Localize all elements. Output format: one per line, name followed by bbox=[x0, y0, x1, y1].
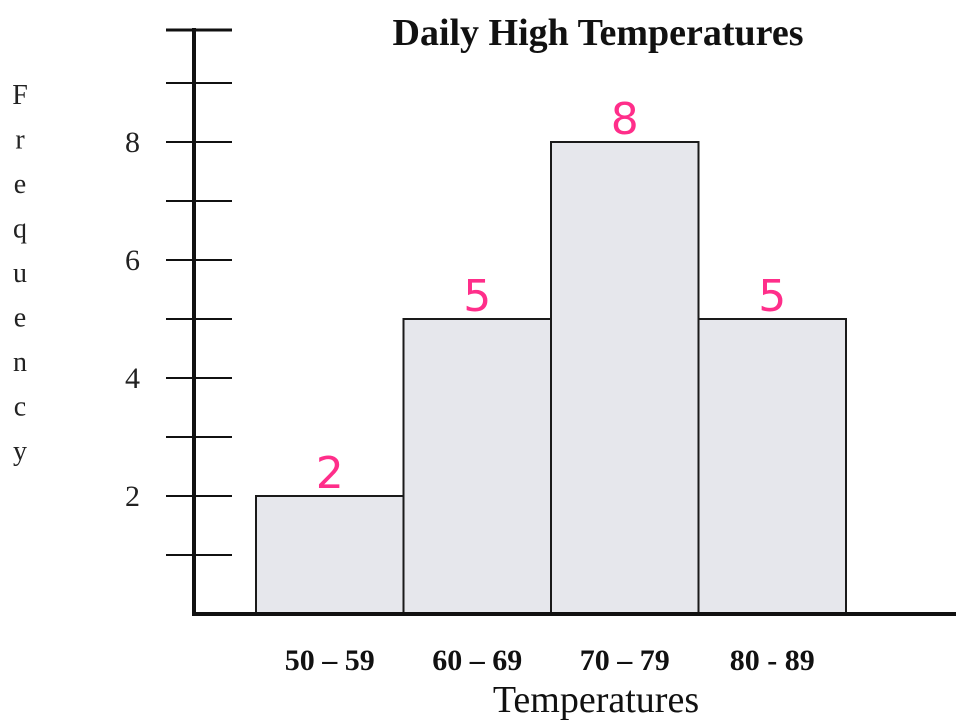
chart-title: Daily High Temperatures bbox=[393, 12, 804, 54]
data-label-1: 2 bbox=[316, 448, 344, 499]
x-axis-categories: 50 – 59 60 – 69 70 – 79 80 - 89 bbox=[285, 644, 815, 677]
category-label-3: 70 – 79 bbox=[580, 644, 670, 677]
category-label-4: 80 - 89 bbox=[730, 644, 815, 677]
bars: 2 5 8 5 bbox=[255, 94, 847, 615]
y-axis-label-letter: c bbox=[14, 392, 26, 423]
data-label-2: 5 bbox=[463, 271, 491, 322]
x-axis-label: Temperatures bbox=[493, 679, 699, 721]
y-axis-label-letter: r bbox=[15, 125, 25, 156]
data-label-3: 8 bbox=[611, 94, 639, 145]
y-tick-label-2: 2 bbox=[125, 480, 140, 513]
y-axis-label-letter: q bbox=[13, 214, 27, 245]
category-label-1: 50 – 59 bbox=[285, 644, 375, 677]
y-tick-label-4: 4 bbox=[125, 362, 140, 395]
y-axis-label-letter: y bbox=[13, 436, 27, 467]
y-axis-label-letter: e bbox=[14, 303, 26, 334]
category-label-2: 60 – 69 bbox=[432, 644, 522, 677]
y-axis-ticks: 2 4 6 8 bbox=[125, 28, 232, 556]
y-axis-label-letter: e bbox=[14, 169, 26, 200]
data-label-4: 5 bbox=[758, 271, 786, 322]
y-axis-label-letter: F bbox=[12, 80, 28, 111]
bar-4 bbox=[697, 318, 847, 615]
bar-1 bbox=[255, 495, 405, 615]
y-tick-label-8: 8 bbox=[125, 126, 140, 159]
y-axis-label-letter: n bbox=[13, 347, 27, 378]
y-axis-label-letter: u bbox=[13, 258, 27, 289]
bar-3 bbox=[550, 141, 700, 615]
bar-2 bbox=[402, 318, 552, 615]
y-tick-label-6: 6 bbox=[125, 244, 140, 277]
